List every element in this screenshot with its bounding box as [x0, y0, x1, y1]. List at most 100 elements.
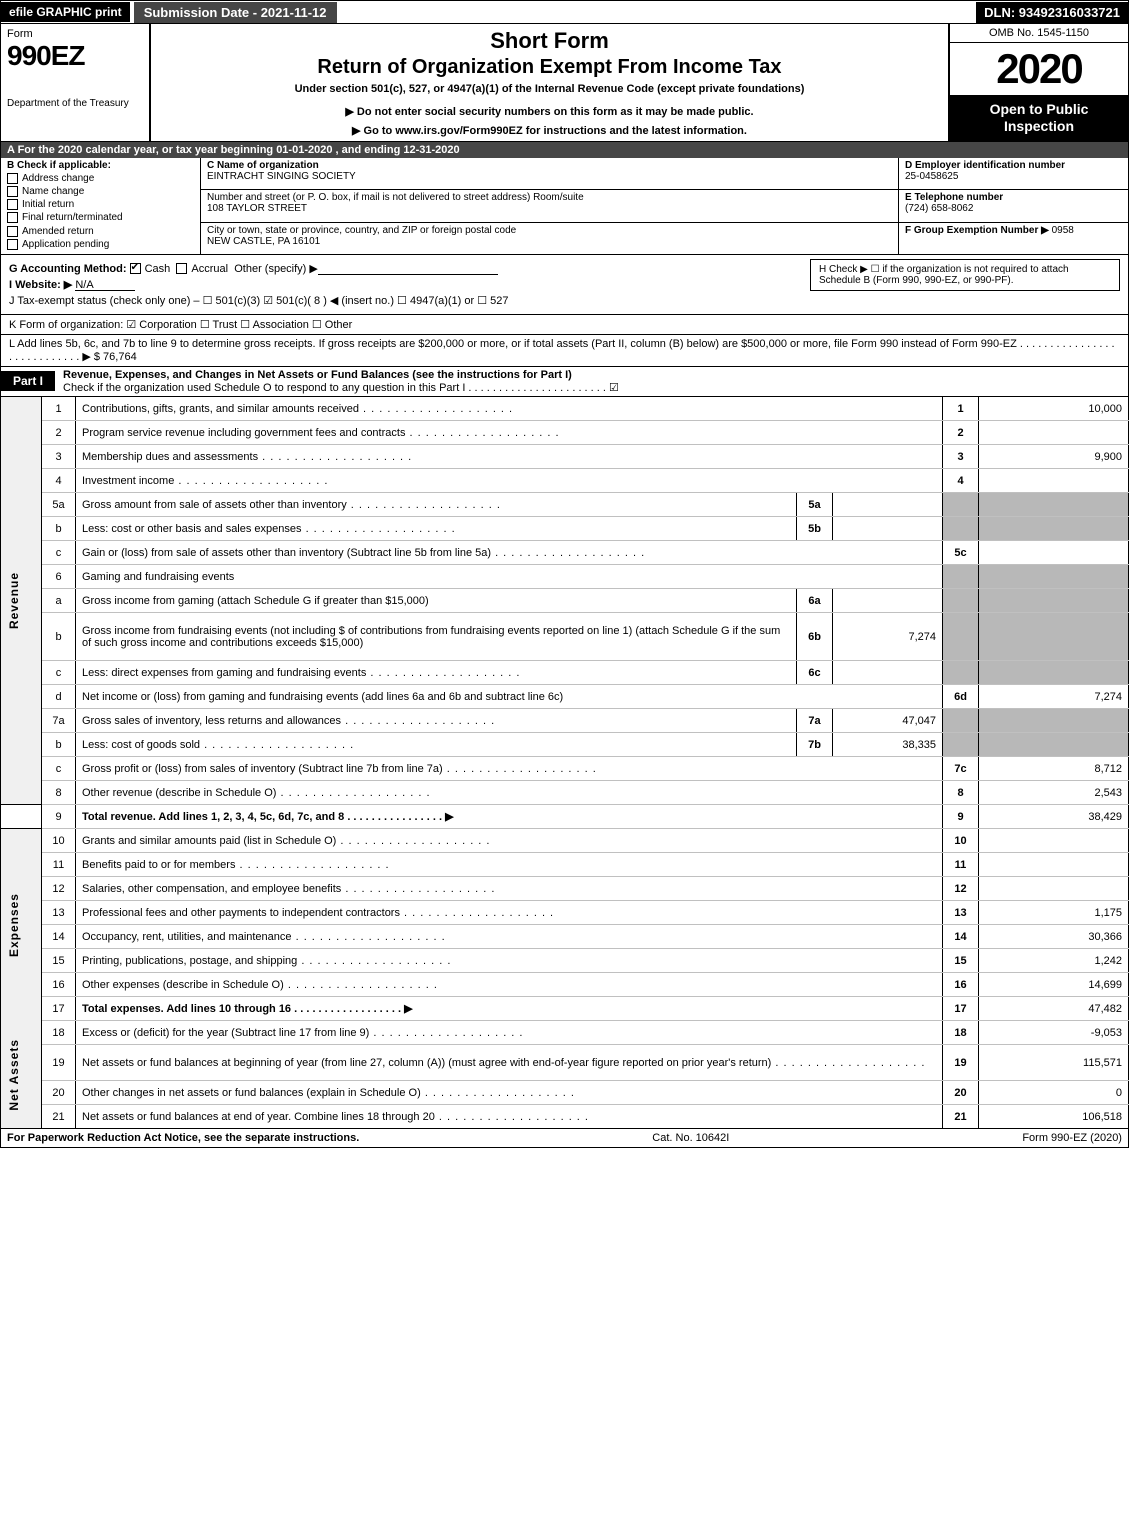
r17-val: 47,482 — [979, 997, 1129, 1021]
r6a-shade2 — [979, 589, 1129, 613]
r17-desc: Total expenses. Add lines 10 through 16 … — [76, 997, 943, 1021]
tax-year: 2020 — [950, 43, 1128, 95]
r7b-no: b — [42, 733, 76, 757]
footer-mid: Cat. No. 10642I — [652, 1132, 729, 1144]
part1-tag: Part I — [1, 371, 55, 391]
row-6c: c Less: direct expenses from gaming and … — [1, 661, 1129, 685]
r16-desc: Other expenses (describe in Schedule O) — [76, 973, 943, 997]
row-7c: c Gross profit or (loss) from sales of i… — [1, 757, 1129, 781]
chk-amended[interactable]: Amended return — [7, 226, 194, 237]
r2-no: 2 — [42, 421, 76, 445]
ein-label: D Employer identification number — [905, 160, 1065, 171]
r8-desc: Other revenue (describe in Schedule O) — [76, 781, 943, 805]
r10-desc: Grants and similar amounts paid (list in… — [76, 829, 943, 853]
r5b-sval — [833, 517, 943, 541]
r15-rno: 15 — [943, 949, 979, 973]
r17-rno: 17 — [943, 997, 979, 1021]
ein-value: 25-0458625 — [905, 171, 958, 182]
r12-val — [979, 877, 1129, 901]
org-name-label: C Name of organization — [207, 160, 319, 171]
r14-desc: Occupancy, rent, utilities, and maintena… — [76, 925, 943, 949]
r21-val: 106,518 — [979, 1105, 1129, 1129]
part1-title: Revenue, Expenses, and Changes in Net As… — [55, 367, 1128, 396]
chk-initial[interactable]: Initial return — [7, 199, 194, 210]
row-1: Revenue 1 Contributions, gifts, grants, … — [1, 397, 1129, 421]
r18-desc: Excess or (deficit) for the year (Subtra… — [76, 1021, 943, 1045]
r21-rno: 21 — [943, 1105, 979, 1129]
r5c-val — [979, 541, 1129, 565]
r16-val: 14,699 — [979, 973, 1129, 997]
form-header: Form 990EZ Department of the Treasury Sh… — [0, 24, 1129, 142]
line-l-value: 76,764 — [103, 351, 137, 363]
entity-block: B Check if applicable: Address change Na… — [0, 158, 1129, 255]
r5b-shade2 — [979, 517, 1129, 541]
chk-cash[interactable] — [130, 263, 141, 274]
r6a-desc: Gross income from gaming (attach Schedul… — [76, 589, 797, 613]
website-value: N/A — [75, 279, 135, 291]
chk-name[interactable]: Name change — [7, 186, 194, 197]
r10-rno: 10 — [943, 829, 979, 853]
part1-check: Check if the organization used Schedule … — [63, 382, 619, 394]
r4-rno: 4 — [943, 469, 979, 493]
r6c-shade2 — [979, 661, 1129, 685]
row-16: 16 Other expenses (describe in Schedule … — [1, 973, 1129, 997]
r11-no: 11 — [42, 853, 76, 877]
omb-number: OMB No. 1545-1150 — [950, 24, 1128, 43]
r14-rno: 14 — [943, 925, 979, 949]
row-21: 21 Net assets or fund balances at end of… — [1, 1105, 1129, 1129]
chk-final-label: Final return/terminated — [22, 213, 123, 224]
chk-address-label: Address change — [22, 173, 94, 184]
r4-val — [979, 469, 1129, 493]
other-underline — [318, 263, 498, 275]
row-5b: b Less: cost or other basis and sales ex… — [1, 517, 1129, 541]
r5b-desc: Less: cost or other basis and sales expe… — [76, 517, 797, 541]
row-19: 19 Net assets or fund balances at beginn… — [1, 1045, 1129, 1081]
r6-shade — [943, 565, 979, 589]
r5b-sno: 5b — [797, 517, 833, 541]
r6-no: 6 — [42, 565, 76, 589]
city-label: City or town, state or province, country… — [207, 225, 516, 236]
r14-no: 14 — [42, 925, 76, 949]
footer-right: Form 990-EZ (2020) — [1022, 1132, 1122, 1144]
chk-pending-label: Application pending — [22, 239, 109, 250]
r5a-shade2 — [979, 493, 1129, 517]
row-4: 4 Investment income 4 — [1, 469, 1129, 493]
addr-label: Number and street (or P. O. box, if mail… — [207, 192, 584, 203]
r7c-rno: 7c — [943, 757, 979, 781]
r3-rno: 3 — [943, 445, 979, 469]
cash-label: Cash — [145, 263, 171, 275]
city-cell: City or town, state or province, country… — [201, 223, 898, 254]
chk-final[interactable]: Final return/terminated — [7, 212, 194, 223]
row-6: 6 Gaming and fundraising events — [1, 565, 1129, 589]
r12-rno: 12 — [943, 877, 979, 901]
footer-left: For Paperwork Reduction Act Notice, see … — [7, 1132, 359, 1144]
col-b-title: B Check if applicable: — [7, 160, 194, 171]
line-j: J Tax-exempt status (check only one) – ☐… — [9, 294, 1120, 307]
r19-desc: Net assets or fund balances at beginning… — [76, 1045, 943, 1081]
form-word: Form — [7, 28, 143, 40]
col-c: C Name of organization EINTRACHT SINGING… — [201, 158, 898, 254]
r13-desc: Professional fees and other payments to … — [76, 901, 943, 925]
r7c-desc: Gross profit or (loss) from sales of inv… — [76, 757, 943, 781]
row-3: 3 Membership dues and assessments 3 9,90… — [1, 445, 1129, 469]
irs-link[interactable]: ▶ Go to www.irs.gov/Form990EZ for instru… — [159, 124, 940, 137]
r20-no: 20 — [42, 1081, 76, 1105]
row-8: 8 Other revenue (describe in Schedule O)… — [1, 781, 1129, 805]
r5b-shade — [943, 517, 979, 541]
chk-address[interactable]: Address change — [7, 173, 194, 184]
row-7a: 7a Gross sales of inventory, less return… — [1, 709, 1129, 733]
grp-cell: F Group Exemption Number ▶ 0958 — [899, 223, 1128, 254]
r6a-sval — [833, 589, 943, 613]
row-14: 14 Occupancy, rent, utilities, and maint… — [1, 925, 1129, 949]
r7a-desc: Gross sales of inventory, less returns a… — [76, 709, 797, 733]
chk-accrual[interactable] — [176, 263, 187, 274]
r15-no: 15 — [42, 949, 76, 973]
line-h: H Check ▶ ☐ if the organization is not r… — [810, 259, 1120, 291]
chk-amended-label: Amended return — [22, 226, 94, 237]
r1-rno: 1 — [943, 397, 979, 421]
addr-cell: Number and street (or P. O. box, if mail… — [201, 190, 898, 222]
chk-pending[interactable]: Application pending — [7, 239, 194, 250]
dept-label: Department of the Treasury — [7, 98, 143, 109]
r6c-sval — [833, 661, 943, 685]
r6b-shade2 — [979, 613, 1129, 661]
